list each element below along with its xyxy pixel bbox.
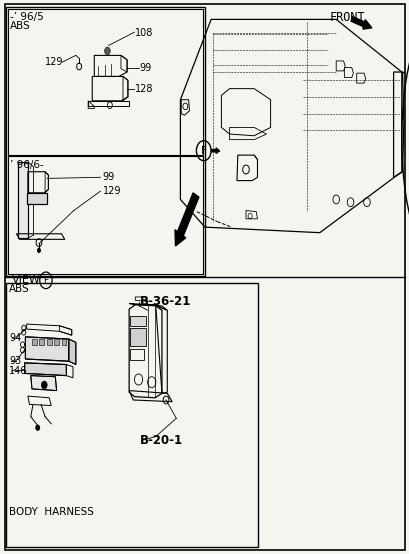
Polygon shape (39, 339, 44, 345)
Text: 94: 94 (9, 333, 21, 343)
Polygon shape (61, 339, 66, 345)
Polygon shape (25, 337, 69, 361)
Circle shape (36, 425, 40, 430)
FancyArrow shape (211, 148, 219, 153)
Bar (6, 7, 204, 276)
Bar (8, 156, 202, 274)
Text: 129: 129 (102, 186, 121, 196)
Polygon shape (31, 376, 56, 391)
FancyArrow shape (351, 17, 371, 29)
Text: 99: 99 (102, 172, 115, 182)
Polygon shape (25, 363, 66, 376)
Polygon shape (27, 193, 47, 204)
Text: 93: 93 (9, 356, 21, 366)
Bar (8, 9, 202, 155)
Polygon shape (130, 316, 145, 326)
Text: 108: 108 (135, 28, 153, 38)
Text: -’ 96/5: -’ 96/5 (10, 12, 44, 22)
Polygon shape (69, 339, 76, 365)
Polygon shape (47, 339, 52, 345)
Text: BODY  HARNESS: BODY HARNESS (9, 507, 94, 517)
Text: ABS: ABS (9, 284, 30, 294)
Text: F: F (43, 276, 48, 285)
Circle shape (104, 47, 110, 55)
Text: ABS: ABS (10, 21, 31, 31)
Text: 99: 99 (139, 63, 151, 73)
Text: ’ 96/6-: ’ 96/6- (10, 160, 44, 170)
Polygon shape (54, 339, 59, 345)
FancyArrow shape (175, 193, 198, 246)
Text: 129: 129 (45, 57, 63, 67)
Text: B-36-21: B-36-21 (139, 295, 190, 309)
Polygon shape (130, 328, 145, 346)
Text: 128: 128 (135, 84, 153, 94)
Circle shape (41, 381, 47, 389)
Text: FRONT: FRONT (328, 11, 364, 24)
Polygon shape (32, 339, 37, 345)
Circle shape (37, 248, 40, 253)
Polygon shape (18, 162, 28, 238)
Text: VIEW: VIEW (11, 275, 40, 285)
Text: F: F (200, 146, 206, 156)
Text: 146: 146 (9, 366, 27, 376)
Text: B-20-1: B-20-1 (139, 434, 182, 447)
Bar (6, 283, 258, 547)
